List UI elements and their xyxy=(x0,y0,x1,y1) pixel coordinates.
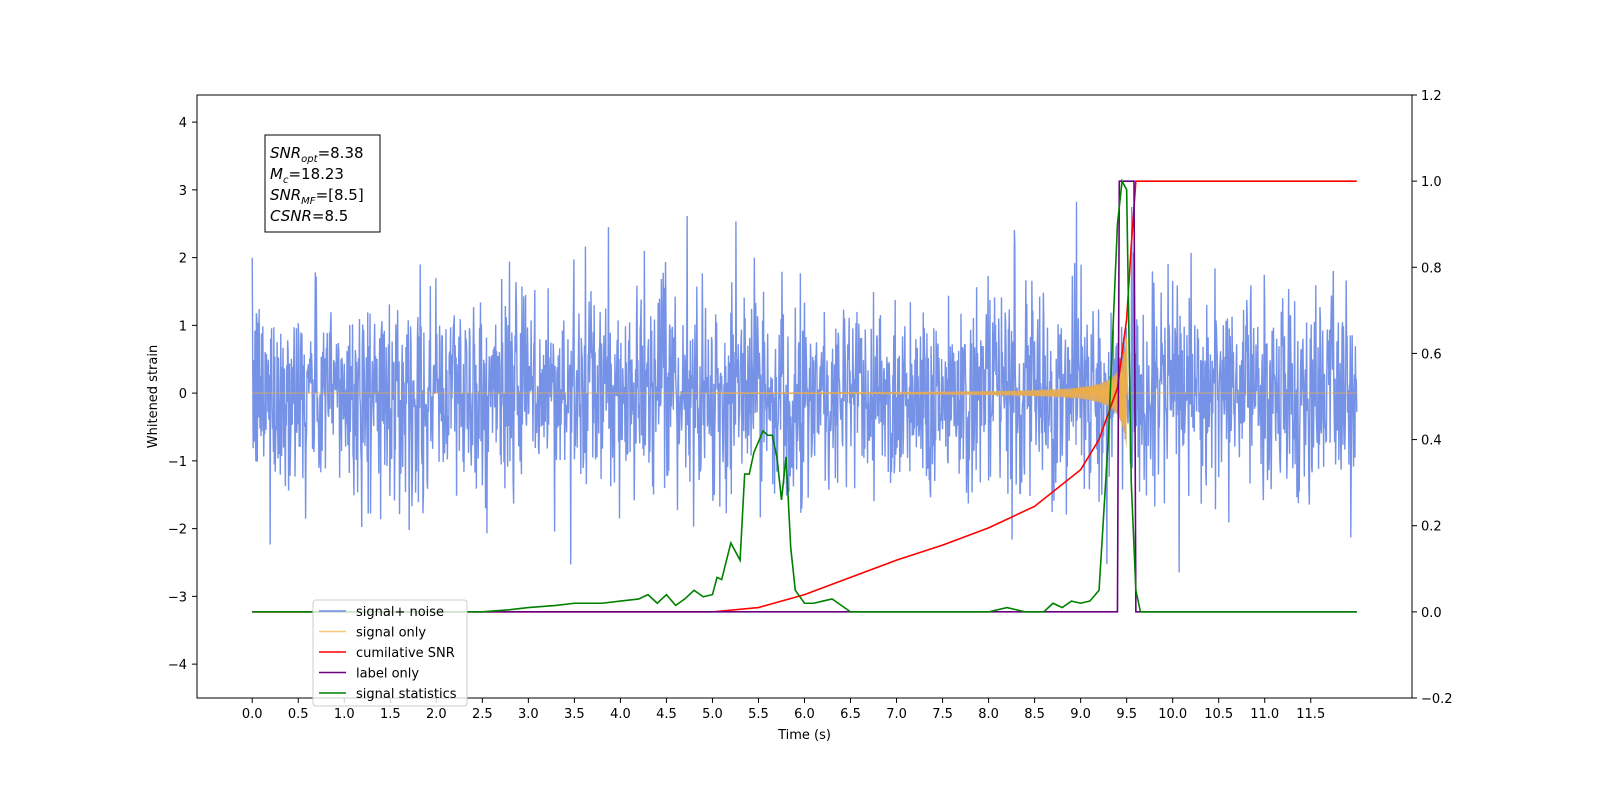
legend-entry-label: label only xyxy=(356,667,419,682)
x-tick-label: 0.5 xyxy=(288,707,309,722)
signal-noise-line xyxy=(251,201,1358,573)
x-tick-label: 0.0 xyxy=(242,707,263,722)
left-y-axis-ticks: −4 −3 −2 −1 0 1 2 3 4 xyxy=(168,116,197,673)
annotation-line: SNRopt=8.38 xyxy=(270,144,364,165)
x-tick-label: 6.0 xyxy=(794,707,815,722)
left-y-tick-label: 0 xyxy=(179,387,187,402)
x-tick-label: 9.0 xyxy=(1070,707,1091,722)
x-tick-label: 11.5 xyxy=(1296,707,1325,722)
left-y-tick-label: 2 xyxy=(179,252,187,267)
right-y-tick-label: −0.2 xyxy=(1421,692,1453,707)
annotation-line: SNRMF=[8.5] xyxy=(270,186,364,207)
legend-frame xyxy=(312,599,468,707)
series-signal-only xyxy=(252,337,1357,449)
x-tick-label: 7.5 xyxy=(932,707,953,722)
x-tick-label: 4.0 xyxy=(610,707,631,722)
x-tick-label: 5.0 xyxy=(702,707,723,722)
left-y-tick-label: 3 xyxy=(179,184,187,199)
right-y-tick-label: 0.8 xyxy=(1421,261,1442,276)
x-tick-label: 1.5 xyxy=(380,707,401,722)
right-y-tick-label: 0.4 xyxy=(1421,434,1442,449)
series-signal-statistics xyxy=(252,178,1357,613)
legend-entry-label: cumilative SNR xyxy=(356,646,455,661)
y-axis-label: Whitened strain xyxy=(146,345,161,448)
series-cumulative-snr xyxy=(252,180,1357,613)
series-signal-noise xyxy=(251,201,1358,573)
x-tick-label: 1.0 xyxy=(334,707,355,722)
chirp-envelope-fill xyxy=(712,337,1127,449)
left-y-tick-label: −3 xyxy=(168,590,187,605)
annotation-line: CSNR=8.5 xyxy=(270,207,348,225)
x-tick-label: 2.5 xyxy=(472,707,493,722)
cumulative-snr-line xyxy=(252,180,1357,613)
x-tick-label: 3.5 xyxy=(564,707,585,722)
x-tick-label: 11.0 xyxy=(1250,707,1279,722)
right-y-tick-label: 1.0 xyxy=(1421,175,1442,190)
x-tick-label: 5.5 xyxy=(748,707,769,722)
left-y-tick-label: 1 xyxy=(179,319,187,334)
right-y-axis-ticks: −0.2 0.0 0.2 0.4 0.6 0.8 1.0 1.2 xyxy=(1412,89,1453,707)
right-y-tick-label: 0.2 xyxy=(1421,520,1442,535)
left-y-tick-label: −2 xyxy=(168,523,187,538)
x-tick-label: 9.5 xyxy=(1116,707,1137,722)
x-tick-label: 7.0 xyxy=(886,707,907,722)
x-axis-label: Time (s) xyxy=(777,728,831,743)
x-tick-label: 10.5 xyxy=(1204,707,1233,722)
x-axis-ticks: 0.0 0.5 1.0 1.5 2.0 2.5 3.0 3.5 4.0 4.5 5.0 5.5 6.0 6… xyxy=(242,698,1325,722)
x-tick-label: 8.5 xyxy=(1024,707,1045,722)
x-tick-label: 2.0 xyxy=(426,707,447,722)
legend: signal+ noise signal only cumilative SNR la… xyxy=(312,599,468,707)
legend-entry-label: signal only xyxy=(356,626,426,641)
annotation-line: Mc=18.23 xyxy=(270,165,344,186)
x-tick-label: 4.5 xyxy=(656,707,677,722)
legend-entry-label: signal+ noise xyxy=(356,605,444,620)
signal-only-line xyxy=(252,337,1357,430)
left-y-tick-label: 4 xyxy=(179,116,187,131)
left-y-tick-label: −4 xyxy=(168,658,187,673)
x-tick-label: 6.5 xyxy=(840,707,861,722)
x-tick-label: 3.0 xyxy=(518,707,539,722)
right-y-tick-label: 0.6 xyxy=(1421,347,1442,362)
x-tick-label: 8.0 xyxy=(978,707,999,722)
x-tick-label: 10.0 xyxy=(1158,707,1187,722)
legend-entry-label: signal statistics xyxy=(356,687,457,702)
left-y-tick-label: −1 xyxy=(168,455,187,470)
signal-statistics-line xyxy=(252,178,1357,613)
right-y-tick-label: 0.0 xyxy=(1421,606,1442,621)
annotation-frame xyxy=(264,134,381,233)
right-y-tick-label: 1.2 xyxy=(1421,89,1442,104)
